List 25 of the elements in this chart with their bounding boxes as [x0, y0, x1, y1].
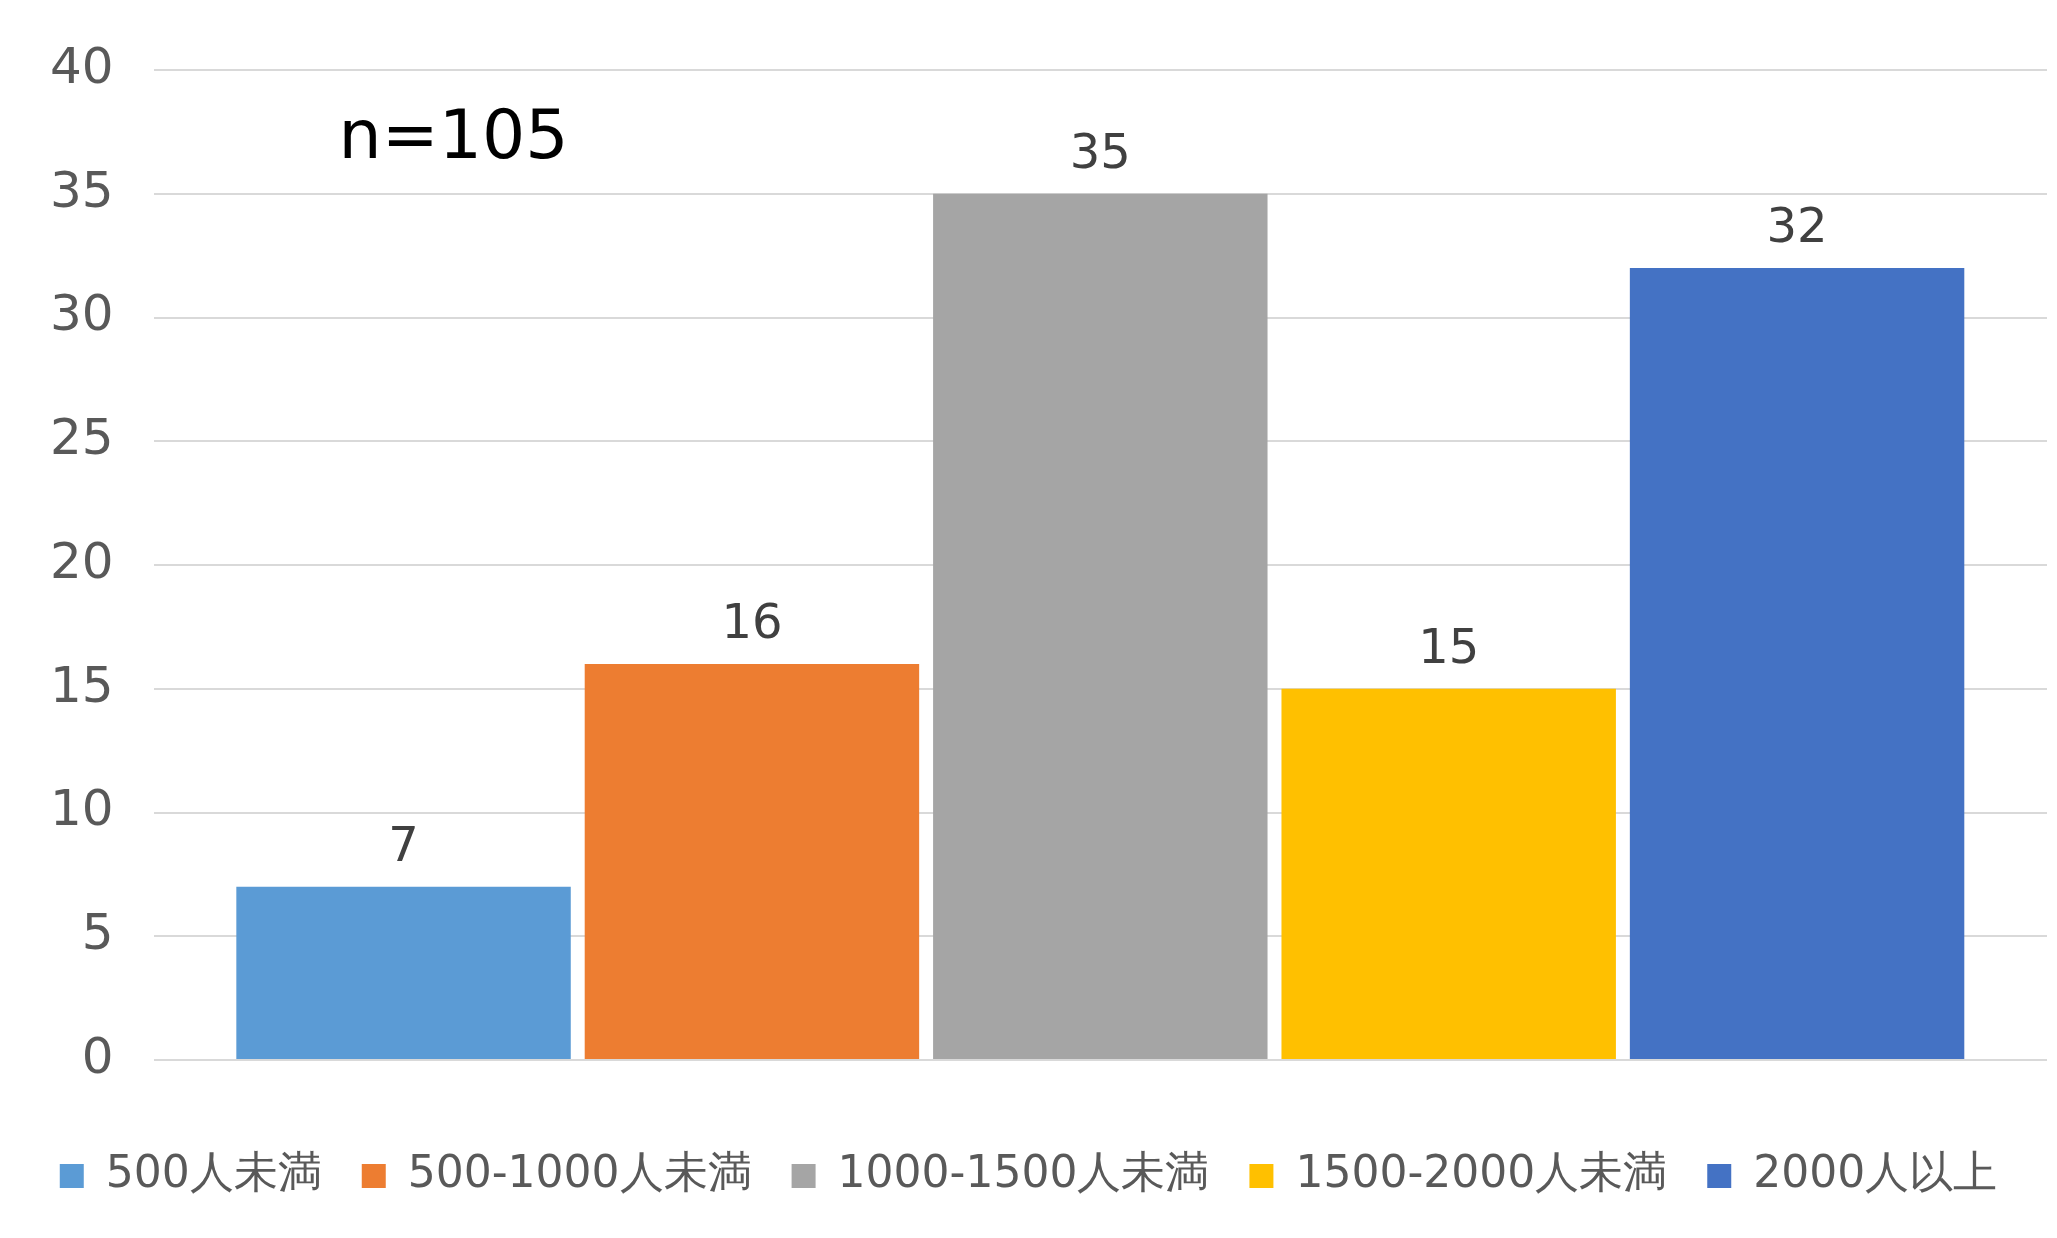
y-tick-label: 40 [50, 36, 114, 95]
legend-label: 1000-1500人未満 [837, 1146, 1210, 1198]
y-tick-label: 5 [81, 903, 114, 962]
data-label: 16 [721, 593, 783, 650]
y-tick-label: 20 [50, 531, 114, 590]
data-label: 35 [1069, 123, 1131, 180]
y-tick-label: 10 [50, 779, 114, 838]
annotation: n=105 [338, 94, 569, 174]
bar [1281, 688, 1616, 1059]
legend-label: 2000人以上 [1753, 1146, 1998, 1198]
legend-label: 1500-2000人未満 [1295, 1146, 1668, 1198]
bar [933, 193, 1268, 1059]
y-tick-label: 0 [81, 1026, 114, 1085]
bar [1629, 268, 1965, 1059]
y-tick-label: 25 [50, 408, 114, 467]
data-label: 15 [1418, 618, 1480, 675]
y-tick-label: 30 [50, 284, 114, 343]
legend-label: 500人未満 [105, 1146, 322, 1198]
bar [584, 664, 920, 1059]
legend-label: 500-1000人未満 [407, 1146, 752, 1198]
bar [236, 886, 571, 1059]
y-tick-label: 35 [50, 160, 114, 219]
data-label: 32 [1766, 197, 1828, 254]
data-label: 7 [388, 816, 419, 873]
y-tick-label: 15 [50, 655, 114, 714]
